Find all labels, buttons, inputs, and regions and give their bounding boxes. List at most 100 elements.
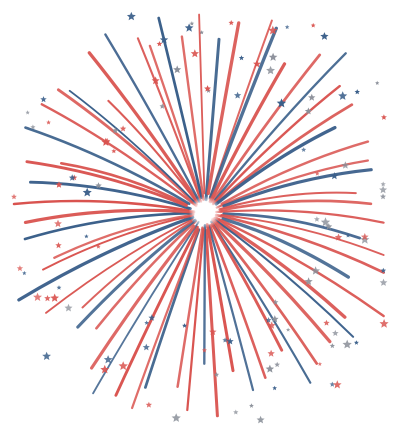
- firework-streak: [211, 217, 332, 344]
- star-icon: [159, 103, 166, 109]
- star-icon: [342, 339, 352, 349]
- firework-streak: [205, 222, 235, 373]
- firework-streak: [24, 126, 191, 205]
- star-icon: [308, 93, 316, 101]
- star-icon: [333, 380, 342, 389]
- firework-streak: [214, 216, 385, 318]
- firework-streak: [29, 180, 192, 211]
- firework-streak: [207, 224, 255, 392]
- star-icon: [276, 98, 287, 108]
- firework-streak: [186, 228, 205, 412]
- firework-streak: [114, 225, 199, 397]
- firework-streak: [218, 191, 357, 211]
- star-icon: [360, 234, 370, 244]
- star-icon: [267, 321, 276, 329]
- firework-streak: [17, 215, 195, 302]
- firework-streak: [204, 229, 219, 418]
- star-icon: [222, 337, 228, 343]
- firework-streak: [206, 21, 241, 196]
- star-icon: [249, 403, 254, 408]
- star-icon: [284, 24, 290, 29]
- star-icon: [103, 355, 113, 364]
- star-icon: [317, 361, 322, 366]
- star-icon: [272, 385, 277, 391]
- star-icon: [266, 65, 275, 75]
- star-icon: [234, 91, 242, 99]
- firework-streak: [90, 225, 196, 370]
- star-icon: [375, 80, 380, 85]
- star-icon: [268, 25, 278, 35]
- star-icon: [145, 401, 152, 408]
- star-icon: [304, 277, 313, 285]
- star-icon: [325, 223, 333, 230]
- star-icon: [156, 41, 163, 47]
- firework-streak: [180, 35, 205, 202]
- star-icon: [332, 329, 339, 336]
- star-icon: [111, 148, 117, 154]
- firework-streak: [59, 161, 189, 206]
- star-icon: [320, 32, 329, 40]
- star-icon: [253, 60, 261, 68]
- star-icon: [100, 364, 110, 374]
- star-icon: [171, 413, 181, 422]
- firework-streak: [208, 62, 287, 204]
- firework-streak: [130, 228, 200, 410]
- star-icon: [380, 193, 386, 200]
- star-icon: [379, 185, 388, 194]
- firework-streak: [212, 216, 347, 319]
- star-icon: [286, 327, 291, 332]
- star-icon: [189, 21, 195, 26]
- firework-streak: [23, 211, 193, 241]
- star-icon: [148, 314, 156, 321]
- star-icon: [96, 244, 101, 249]
- star-icon: [323, 319, 330, 326]
- firework-streak: [76, 218, 197, 329]
- star-icon: [274, 361, 280, 368]
- star-icon: [272, 299, 279, 305]
- star-icon: [55, 242, 62, 249]
- star-icon: [46, 120, 51, 125]
- star-icon: [329, 343, 335, 349]
- firework-streak: [211, 84, 341, 206]
- star-icon: [271, 315, 279, 323]
- star-icon: [301, 147, 307, 152]
- firework-streak: [68, 89, 197, 204]
- star-icon: [118, 361, 128, 370]
- star-icon: [199, 30, 204, 35]
- star-icon: [226, 337, 234, 345]
- star-icon: [30, 124, 36, 130]
- star-icon: [379, 278, 388, 286]
- star-icon: [310, 22, 316, 28]
- firework-streak: [81, 220, 193, 309]
- star-icon: [159, 35, 169, 44]
- firework-streak: [208, 26, 278, 199]
- firework-streak: [203, 224, 207, 365]
- star-icon: [330, 172, 339, 180]
- firework-streak: [45, 218, 194, 314]
- firework-streak: [221, 217, 350, 279]
- star-icon: [256, 415, 265, 424]
- firework-streak: [222, 168, 373, 208]
- firework-streak: [222, 212, 362, 240]
- firework-streak: [210, 53, 322, 203]
- firework-streak: [214, 125, 337, 206]
- star-icon: [209, 328, 217, 336]
- star-icon: [354, 89, 360, 95]
- star-icon: [120, 125, 127, 132]
- star-icon: [54, 219, 62, 228]
- firework-streak: [220, 214, 385, 256]
- star-icon: [101, 137, 111, 146]
- firework-streak: [42, 214, 193, 271]
- star-icon: [182, 323, 187, 328]
- firework-streak: [104, 33, 201, 203]
- star-icon: [25, 110, 30, 115]
- firework-stars: [11, 11, 389, 424]
- star-icon: [84, 234, 89, 239]
- star-icon: [142, 343, 150, 351]
- star-icon: [265, 364, 275, 373]
- star-icon: [56, 285, 62, 290]
- firework-streak: [23, 208, 196, 225]
- star-icon: [68, 174, 76, 181]
- star-icon: [16, 265, 24, 272]
- star-icon: [214, 372, 220, 377]
